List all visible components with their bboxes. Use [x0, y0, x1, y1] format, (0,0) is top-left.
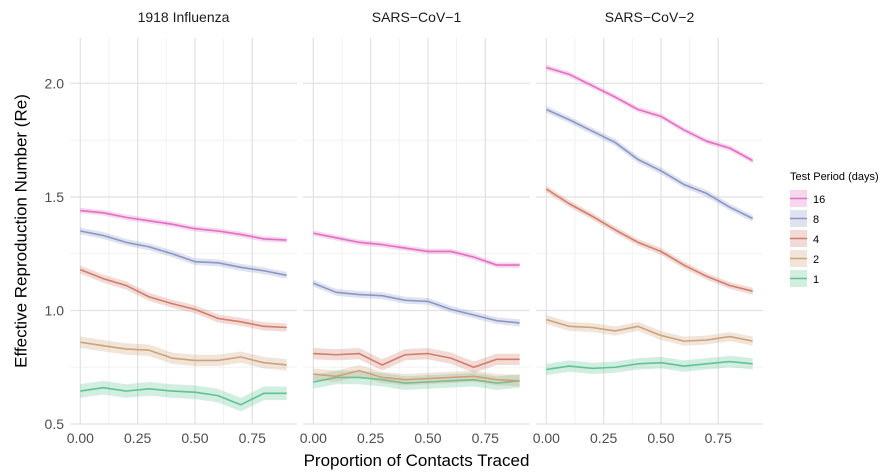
series-line: [545, 188, 753, 292]
x-tick-label: 0.50: [181, 430, 208, 446]
x-tick-label: 0.25: [590, 430, 617, 446]
series-4-sars-cov-1: [313, 347, 520, 373]
legend-item-8: 8: [790, 210, 819, 227]
series-4-1918-influenza: [80, 265, 287, 332]
x-tick-label: 0.75: [705, 430, 732, 446]
legend-item-2: 2: [790, 250, 819, 267]
series-16-sars-cov-2: [546, 64, 754, 164]
series-16-1918-influenza: [80, 207, 287, 243]
confidence-band: [313, 364, 520, 387]
y-tick-label: 1.0: [45, 302, 65, 318]
y-tick-label: 0.5: [45, 416, 65, 432]
legend-label: 8: [813, 214, 819, 226]
series-1-sars-cov-2: [546, 355, 753, 376]
panel-title: SARS−CoV−1: [372, 9, 462, 25]
x-tick-label: 0.50: [647, 430, 674, 446]
confidence-band: [313, 347, 520, 373]
x-axis-sars-cov-2: 0.00 0.25 0.50 0.75: [533, 430, 732, 446]
x-axis-title: Proportion of Contacts Traced: [304, 451, 530, 470]
legend-label: 16: [813, 194, 825, 206]
panel-1918-influenza: 1918 Influenza 0.00 0.25 0.50 0.75: [67, 9, 297, 446]
series-1-sars-cov-1: [313, 370, 520, 390]
y-tick-label: 1.5: [45, 189, 65, 205]
series-8-1918-influenza: [80, 227, 287, 279]
series-line: [313, 369, 520, 382]
confidence-band: [80, 336, 287, 371]
panel-title: 1918 Influenza: [138, 9, 230, 25]
legend-label: 2: [813, 254, 819, 266]
x-axis-1918-influenza: 0.00 0.25 0.50 0.75: [67, 430, 266, 446]
confidence-band: [546, 106, 753, 222]
confidence-band: [80, 265, 287, 332]
confidence-band: [313, 279, 520, 327]
confidence-band: [546, 355, 753, 376]
x-axis-sars-cov-1: 0.00 0.25 0.50 0.75: [300, 430, 499, 446]
grid-sars-cov-2: [536, 38, 763, 425]
series-line: [545, 108, 754, 220]
legend-item-4: 4: [790, 230, 819, 247]
x-tick-label: 0.00: [533, 430, 560, 446]
legend: Test Period (days) 16 8 4 2 1: [790, 171, 879, 287]
series-1-1918-influenza: [80, 380, 287, 412]
x-tick-label: 0.25: [124, 430, 151, 446]
series-2-sars-cov-1: [313, 364, 520, 387]
series-line: [313, 232, 520, 266]
series-2-1918-influenza: [80, 336, 287, 371]
panel-title: SARS−CoV−2: [605, 9, 695, 25]
legend-item-16: 16: [790, 190, 825, 207]
panel-sars-cov-2: SARS−CoV−2 0.00 0.25 0.50 0.75: [533, 9, 763, 446]
grid-sars-cov-1: [303, 38, 530, 425]
legend-label: 4: [813, 234, 819, 246]
x-tick-label: 0.25: [357, 430, 384, 446]
series-16-sars-cov-1: [313, 230, 520, 268]
series-line: [80, 268, 287, 329]
series-line: [80, 386, 287, 406]
confidence-band: [546, 185, 753, 295]
x-tick-label: 0.00: [67, 430, 94, 446]
panel-sars-cov-1: SARS−CoV−1 0.00 0.25 0.50 0.75: [300, 9, 530, 446]
series-line: [313, 352, 520, 369]
series-8-sars-cov-2: [545, 106, 754, 222]
x-tick-label: 0.75: [472, 430, 499, 446]
series-line: [546, 66, 754, 162]
legend-item-1: 1: [790, 270, 819, 287]
legend-label: 1: [813, 274, 819, 286]
confidence-band: [313, 370, 520, 390]
legend-title: Test Period (days): [790, 171, 879, 183]
series-8-sars-cov-1: [313, 279, 520, 327]
y-axis: 0.5 1.0 1.5 2.0: [45, 75, 65, 432]
y-axis-title: Effective Reproduction Number (Re): [11, 94, 30, 368]
series-line: [313, 376, 520, 384]
series-line: [546, 360, 753, 371]
y-tick-label: 2.0: [45, 75, 65, 91]
series-line: [80, 341, 287, 366]
series-2-sars-cov-2: [546, 315, 753, 346]
series-line: [80, 209, 287, 241]
confidence-band: [546, 64, 753, 164]
x-tick-label: 0.75: [239, 430, 266, 446]
series-4-sars-cov-2: [545, 185, 753, 295]
x-tick-label: 0.00: [300, 430, 327, 446]
series-line: [313, 282, 520, 324]
series-line: [80, 230, 287, 277]
series-line: [546, 318, 753, 342]
x-tick-label: 0.50: [414, 430, 441, 446]
confidence-band: [80, 380, 287, 412]
